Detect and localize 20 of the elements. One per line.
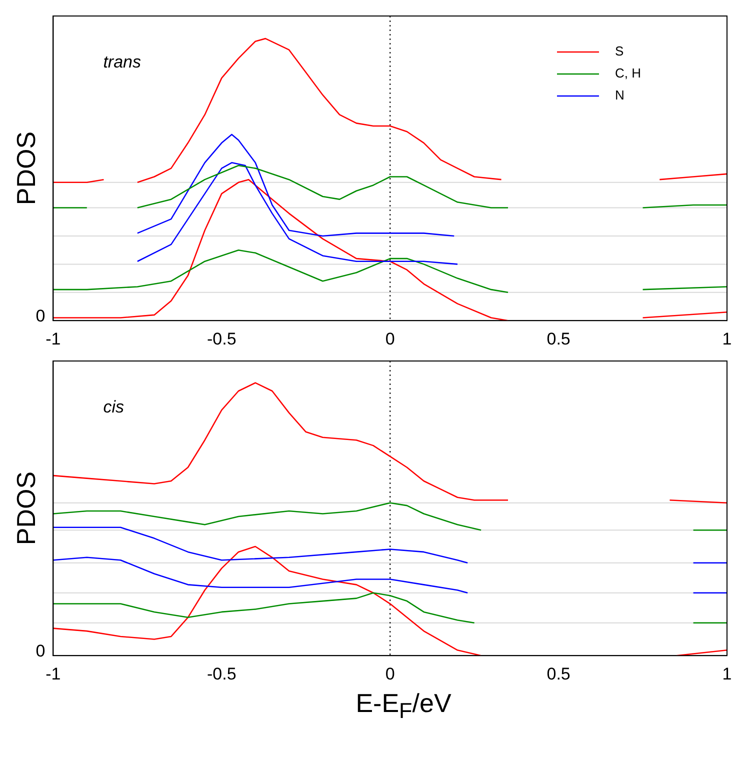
x-tick-label: -1 (46, 664, 61, 684)
legend-label: N (615, 88, 624, 103)
x-tick-label: 0.5 (546, 664, 570, 684)
legend-label: C, H (615, 66, 641, 81)
annotation: cis (103, 398, 124, 417)
x-tick-label: -0.5 (207, 664, 236, 684)
y-axis-title: PDOS (10, 471, 41, 546)
x-tick-label: -1 (46, 329, 61, 348)
x-tick-label: 0 (385, 664, 395, 684)
y-axis-title: PDOS (10, 131, 41, 206)
legend-label: S (615, 44, 624, 59)
text: 0 (36, 641, 46, 660)
text: 0 (36, 306, 46, 326)
x-axis-title: E-E$_{F}$/eV (354, 688, 452, 724)
x-tick-label: 1 (722, 329, 732, 348)
x-tick-label: 0.5 (546, 329, 570, 348)
x-tick-label: 1 (722, 664, 732, 684)
x-tick-label: -0.5 (207, 329, 236, 348)
x-tick-label: 0 (385, 329, 395, 348)
annotation: trans (103, 52, 142, 72)
